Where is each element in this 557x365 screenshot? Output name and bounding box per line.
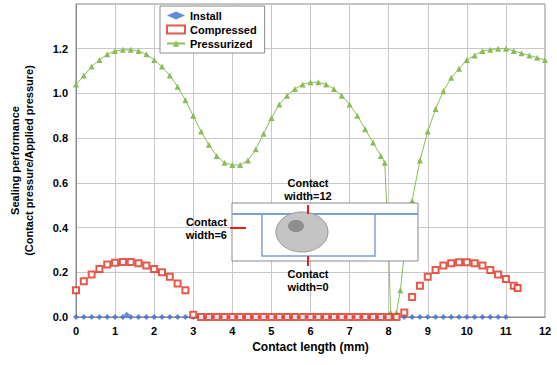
svg-text:9: 9 [425, 325, 431, 337]
svg-text:12: 12 [539, 325, 551, 337]
svg-text:Contact: Contact [186, 216, 227, 228]
svg-text:11: 11 [500, 325, 512, 337]
svg-text:0: 0 [73, 325, 79, 337]
svg-text:width=0: width=0 [286, 281, 328, 293]
svg-text:Contact: Contact [288, 268, 329, 280]
svg-text:7: 7 [347, 325, 353, 337]
svg-text:10: 10 [461, 325, 473, 337]
svg-text:Contact length (mm): Contact length (mm) [252, 340, 369, 354]
svg-text:Sealing performance: Sealing performance [9, 106, 21, 215]
svg-text:0.2: 0.2 [53, 266, 68, 278]
svg-text:4: 4 [229, 325, 236, 337]
svg-text:1: 1 [112, 325, 118, 337]
svg-text:1.0: 1.0 [53, 87, 68, 99]
svg-text:width=12: width=12 [283, 190, 331, 202]
svg-text:5: 5 [268, 325, 274, 337]
svg-text:width=6: width=6 [185, 229, 227, 241]
svg-text:Install: Install [190, 10, 222, 22]
svg-text:Contact: Contact [288, 177, 329, 189]
svg-text:0.6: 0.6 [53, 177, 68, 189]
svg-text:2: 2 [151, 325, 157, 337]
svg-text:0.0: 0.0 [53, 311, 68, 323]
svg-text:0.4: 0.4 [53, 222, 69, 234]
svg-text:Compressed: Compressed [190, 24, 257, 36]
svg-text:6: 6 [307, 325, 313, 337]
svg-text:0.8: 0.8 [53, 132, 68, 144]
svg-text:1.2: 1.2 [53, 43, 68, 55]
svg-text:8: 8 [386, 325, 392, 337]
svg-text:3: 3 [190, 325, 196, 337]
svg-text:(Contact pressure/Applied pres: (Contact pressure/Applied pressure) [23, 65, 35, 256]
svg-text:Pressurized: Pressurized [190, 38, 252, 50]
